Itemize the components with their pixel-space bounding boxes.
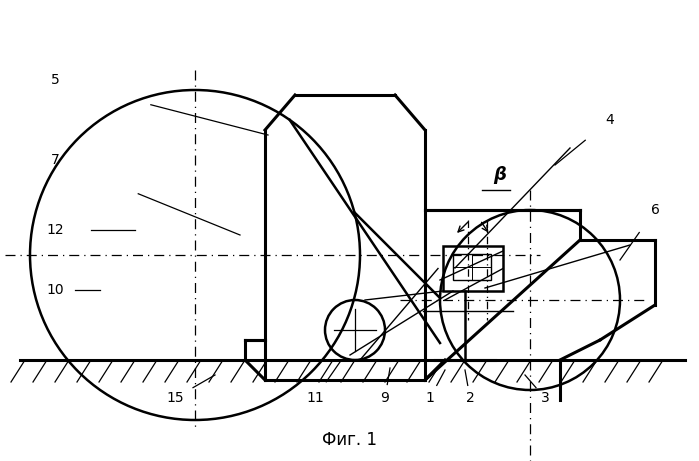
Text: 1: 1 xyxy=(426,391,435,405)
Text: 5: 5 xyxy=(50,73,59,87)
Text: 9: 9 xyxy=(380,391,389,405)
Text: 6: 6 xyxy=(651,203,659,217)
Text: β: β xyxy=(493,166,507,184)
Text: 15: 15 xyxy=(166,391,184,405)
Text: 7: 7 xyxy=(50,153,59,167)
Bar xyxy=(453,254,491,280)
Text: 3: 3 xyxy=(540,391,549,405)
Text: Фиг. 1: Фиг. 1 xyxy=(322,431,377,449)
Text: 10: 10 xyxy=(46,283,64,297)
Bar xyxy=(443,246,503,291)
Text: 11: 11 xyxy=(306,391,324,405)
Text: 4: 4 xyxy=(605,113,614,127)
Text: 2: 2 xyxy=(466,391,475,405)
Text: 12: 12 xyxy=(46,223,64,237)
